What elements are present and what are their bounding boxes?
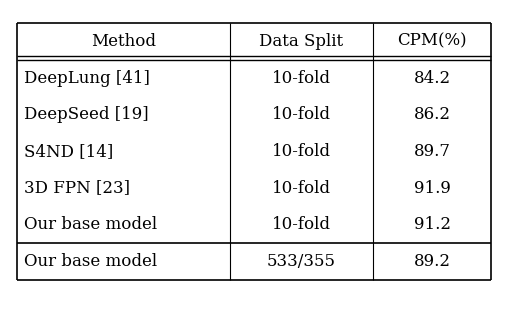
Text: 84.2: 84.2 <box>414 70 451 86</box>
Text: Data Split: Data Split <box>260 33 343 50</box>
Text: 3D FPN [23]: 3D FPN [23] <box>24 179 130 197</box>
Text: 10-fold: 10-fold <box>272 70 331 86</box>
Text: DeepLung [41]: DeepLung [41] <box>24 70 150 86</box>
Text: 89.2: 89.2 <box>414 253 451 270</box>
Text: 10-fold: 10-fold <box>272 106 331 123</box>
Text: Our base model: Our base model <box>24 253 157 270</box>
Text: 533/355: 533/355 <box>267 253 336 270</box>
Text: Our base model: Our base model <box>24 216 157 233</box>
Text: 10-fold: 10-fold <box>272 143 331 160</box>
Text: S4ND [14]: S4ND [14] <box>24 143 113 160</box>
Text: DeepSeed [19]: DeepSeed [19] <box>24 106 149 123</box>
Text: 10-fold: 10-fold <box>272 216 331 233</box>
Text: Method: Method <box>91 33 156 50</box>
Text: 89.7: 89.7 <box>414 143 451 160</box>
Text: 91.2: 91.2 <box>414 216 451 233</box>
Text: 10-fold: 10-fold <box>272 179 331 197</box>
Text: 86.2: 86.2 <box>414 106 451 123</box>
Text: CPM(%): CPM(%) <box>397 33 467 50</box>
Text: 91.9: 91.9 <box>414 179 451 197</box>
